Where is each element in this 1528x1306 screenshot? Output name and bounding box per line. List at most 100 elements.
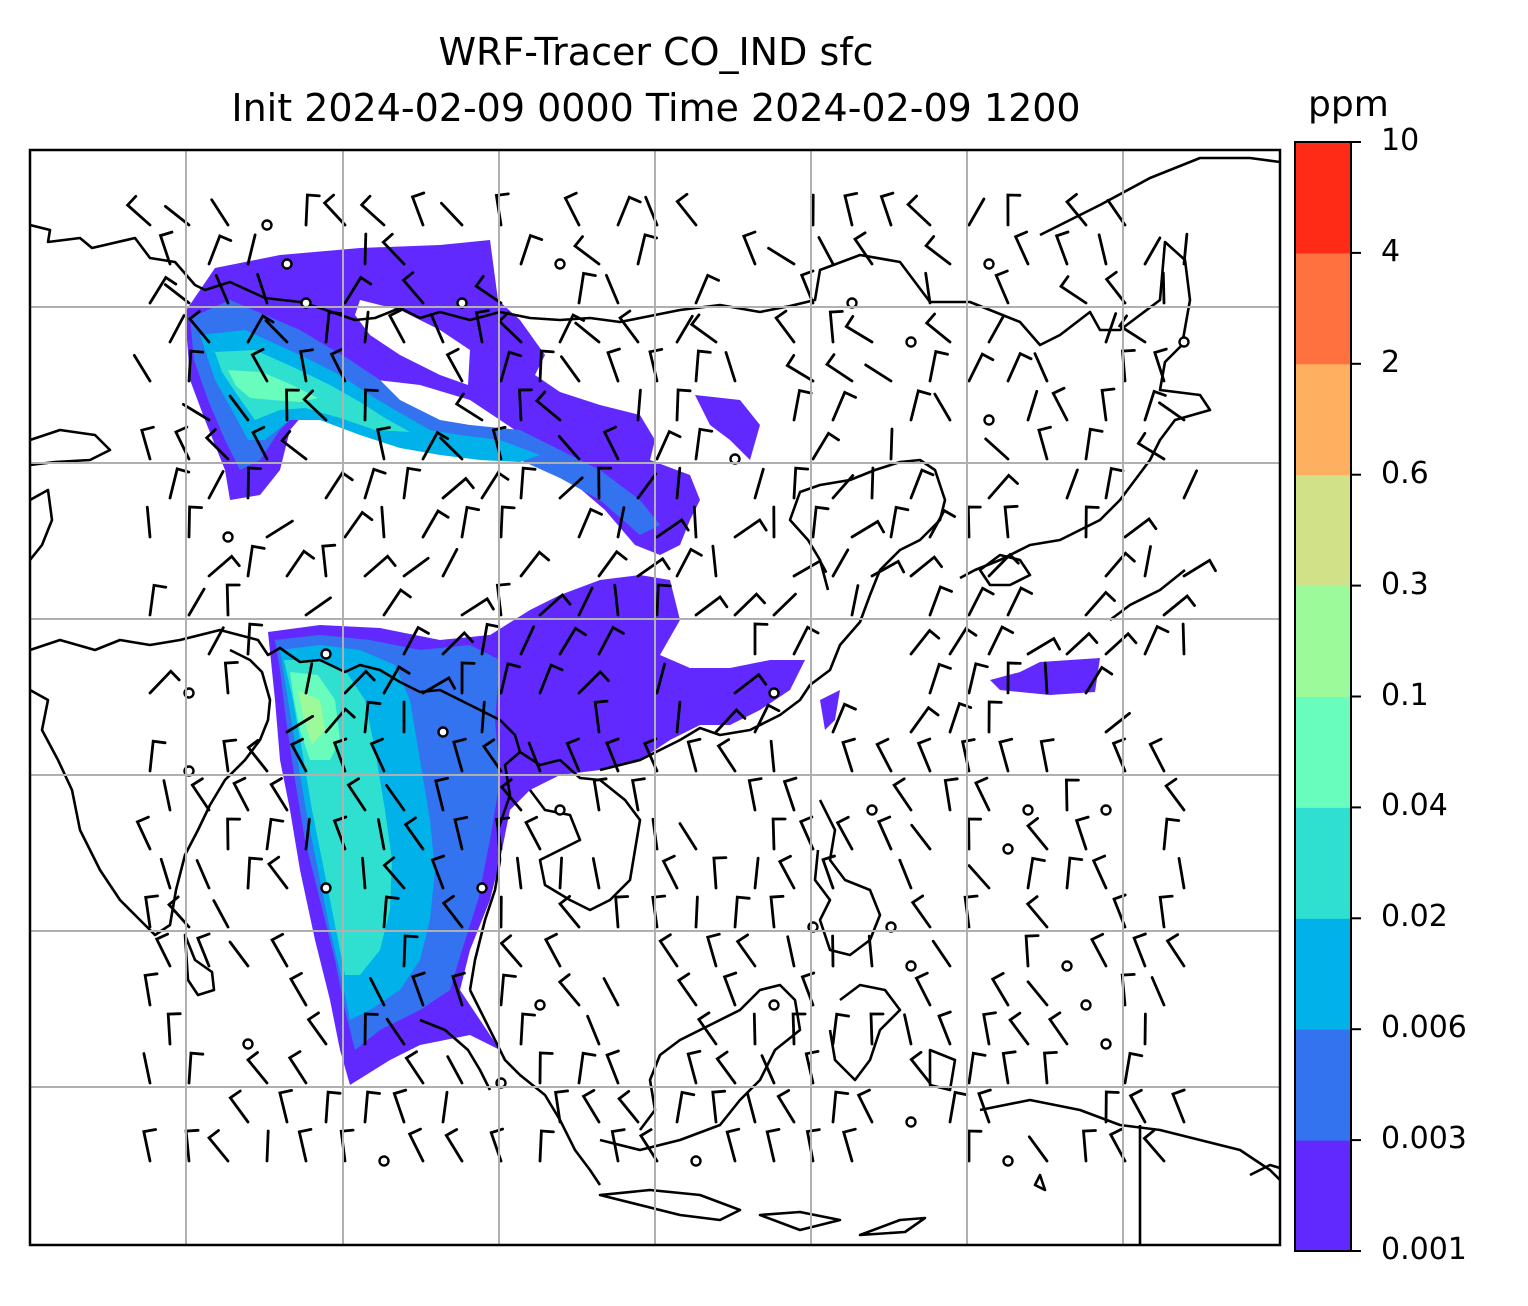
wind-barb (270, 932, 289, 968)
calm-wind-marker (1061, 960, 1073, 972)
wind-barb (1026, 980, 1049, 1007)
wind-barb (977, 1088, 992, 1124)
wind-barb (538, 349, 555, 383)
wind-barb (791, 1012, 807, 1046)
wind-barb (385, 784, 406, 812)
calm-wind-marker (281, 258, 293, 270)
wind-barb (769, 894, 785, 929)
wind-barb (661, 854, 679, 890)
wind-barb (142, 1128, 157, 1163)
wind-barb (850, 584, 860, 617)
wind-barb (446, 1055, 464, 1085)
wind-barb (1042, 1051, 1058, 1085)
colorbar-frame (1294, 141, 1352, 1252)
wind-barb (696, 1011, 718, 1046)
wind-barb (265, 1129, 270, 1163)
wind-barb (577, 669, 610, 695)
wind-barb (142, 1052, 152, 1085)
wind-barb (960, 738, 976, 773)
wind-barb (618, 309, 640, 344)
wind-barb (402, 556, 430, 578)
wind-barb (581, 1089, 601, 1124)
map-title-line1: WRF-Tracer CO_IND sfc (438, 30, 874, 74)
wind-barb (285, 388, 300, 422)
coastline-far-north (1039, 156, 1280, 237)
wind-barb (1008, 1011, 1030, 1046)
wind-barb (195, 932, 211, 968)
wind-barb (382, 665, 411, 695)
wind-barb (1026, 389, 1039, 422)
wind-barb (715, 1050, 737, 1085)
wind-barb (1051, 386, 1069, 422)
wind-barb (1104, 631, 1138, 656)
wind-barb (1136, 431, 1166, 461)
wind-barb (184, 1128, 200, 1163)
wind-barb (228, 940, 250, 968)
calm-wind-marker (768, 687, 780, 699)
calm-wind-marker (1178, 336, 1190, 348)
wind-barb (1013, 230, 1030, 266)
wind-barb (207, 234, 233, 266)
wind-barb (864, 363, 893, 383)
wind-barb (246, 313, 275, 344)
wind-barb (987, 552, 1020, 578)
wind-barb (987, 625, 1015, 656)
wind-barb (1177, 857, 1186, 890)
wind-barb (299, 348, 314, 383)
wind-barb (856, 1088, 874, 1124)
wind-barb (430, 854, 446, 890)
wind-barb (898, 858, 913, 890)
wind-barb (724, 351, 737, 383)
wind-barb (610, 1128, 626, 1163)
wind-barb (1128, 1088, 1147, 1124)
coastline-java (598, 1188, 742, 1222)
wind-barb (1089, 932, 1108, 968)
wind-barb (1104, 312, 1118, 344)
coastline-west (30, 428, 112, 467)
wind-barb (1024, 934, 1040, 968)
wind-barb (722, 971, 738, 1007)
wind-barb (187, 349, 205, 383)
coastlines (30, 156, 1280, 1245)
wind-barb (931, 939, 952, 968)
wind-barb (410, 191, 426, 227)
wind-barb (928, 349, 949, 383)
wind-barb (1001, 1050, 1017, 1085)
coastline-india (30, 648, 272, 937)
wind-barb (322, 193, 347, 227)
wind-barb (1043, 661, 1049, 695)
wind-barb (577, 1051, 597, 1085)
wind-barb (1104, 466, 1125, 500)
wind-barb (441, 1090, 449, 1124)
wind-barb (404, 1050, 425, 1085)
wind-barb (246, 856, 264, 890)
wind-barb (460, 661, 476, 695)
wind-barb (132, 354, 152, 383)
wind-barb (278, 1089, 293, 1124)
wind-barb (1165, 933, 1186, 968)
colorbar-tick-label: 0.04 (1381, 788, 1448, 824)
wind-barb (1037, 425, 1052, 461)
wind-barb (712, 856, 728, 890)
calm-wind-marker (690, 1155, 702, 1167)
wind-barb (597, 625, 625, 656)
calm-wind-marker (983, 258, 995, 270)
wind-barb (924, 312, 952, 344)
map-area (30, 150, 1280, 1245)
wind-barb (1143, 545, 1152, 578)
wind-barb (363, 467, 387, 500)
wind-barb (304, 662, 314, 695)
wind-barb (844, 315, 874, 344)
wind-barb (850, 519, 885, 539)
wind-barb (675, 547, 703, 578)
wind-barb (246, 233, 257, 266)
wind-barb (909, 468, 935, 500)
wind-barb (831, 702, 857, 734)
wind-barb (538, 592, 572, 617)
coastline-borneo (599, 983, 802, 1152)
wind-barb (747, 777, 763, 812)
wind-barb (1025, 895, 1049, 929)
wind-barb (889, 505, 910, 539)
wind-barb (558, 313, 586, 344)
wind-barb (226, 817, 241, 851)
